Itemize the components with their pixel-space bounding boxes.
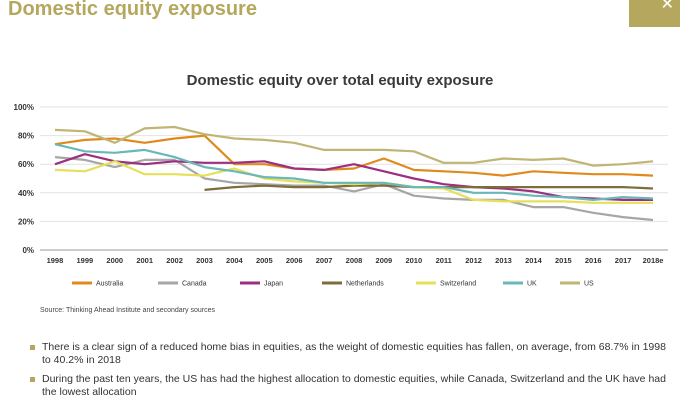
bullet-marker [30,345,35,350]
y-tick-label: 0% [22,246,34,255]
legend-label: UK [527,281,537,288]
series-line-uk [54,143,654,201]
x-tick-label: 2014 [525,256,543,265]
y-tick-label: 60% [18,160,34,169]
legend-label: Australia [96,281,123,288]
x-tick-label: 2013 [495,256,512,265]
x-tick-label: 2005 [256,256,273,265]
x-tick-label: 2004 [226,256,244,265]
legend-label: Netherlands [346,281,384,288]
x-tick-label: 2011 [436,256,452,265]
x-tick-label: 2018e [643,256,664,265]
x-tick-label: 1998 [47,256,64,265]
series-line-switzerland [54,160,653,204]
legend-label: Switzerland [440,281,476,288]
close-icon[interactable]: ✕ [660,0,674,13]
bullet-item: There is a clear sign of a reduced home … [30,341,670,367]
bullet-item: During the past ten years, the US has ha… [30,373,670,399]
x-tick-label: 2015 [555,256,572,265]
x-tick-label: 2012 [465,256,482,265]
x-tick-label: 2008 [346,256,363,265]
x-tick-label: 1999 [77,256,94,265]
x-tick-label: 2000 [106,256,123,265]
x-tick-label: 2002 [166,256,183,265]
series-line-australia [54,134,654,177]
x-tick-label: 2017 [615,256,632,265]
corner-accent: ✕ [629,0,680,27]
y-tick-label: 100% [14,103,34,112]
chart-title: Domestic equity over total equity exposu… [186,72,494,89]
x-tick-label: 2010 [405,256,422,265]
page-title: Domestic equity exposure [8,0,257,20]
bullet-text: During the past ten years, the US has ha… [42,373,666,398]
series-line-japan [54,153,653,201]
y-tick-label: 20% [18,217,34,226]
x-tick-label: 2006 [286,256,303,265]
series-line-us [54,125,654,167]
series-line-canada [54,156,654,222]
bullet-list: There is a clear sign of a reduced home … [30,341,670,405]
line-chart: 0% 20% 40% 60% 80% 100% 1998 1999 2000 2001 2002 20… [14,103,668,288]
x-tick-label: 2001 [136,256,153,265]
legend-label: Japan [264,281,283,288]
x-tick-label: 2016 [585,256,602,265]
x-tick-label: 2009 [376,256,393,265]
bullet-marker [30,377,35,382]
legend-label: US [584,281,594,288]
y-tick-label: 80% [18,132,34,141]
x-tick-label: 2003 [196,256,213,265]
source-note: Source: Thinking Ahead Institute and sec… [40,307,215,314]
y-tick-label: 40% [18,189,34,198]
bullet-text: There is a clear sign of a reduced home … [42,341,666,366]
legend-label: Canada [182,281,207,288]
x-tick-label: 2007 [316,256,333,265]
